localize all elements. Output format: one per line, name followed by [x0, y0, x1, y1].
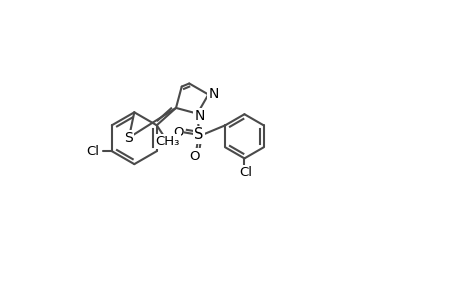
Text: Cl: Cl [239, 166, 252, 179]
Text: S: S [124, 131, 133, 145]
Text: S: S [194, 127, 203, 142]
Text: N: N [208, 87, 218, 100]
Text: Cl: Cl [86, 145, 99, 158]
Text: CH₃: CH₃ [156, 135, 180, 148]
Text: O: O [189, 149, 200, 163]
Text: O: O [173, 126, 183, 139]
Text: N: N [194, 109, 204, 123]
